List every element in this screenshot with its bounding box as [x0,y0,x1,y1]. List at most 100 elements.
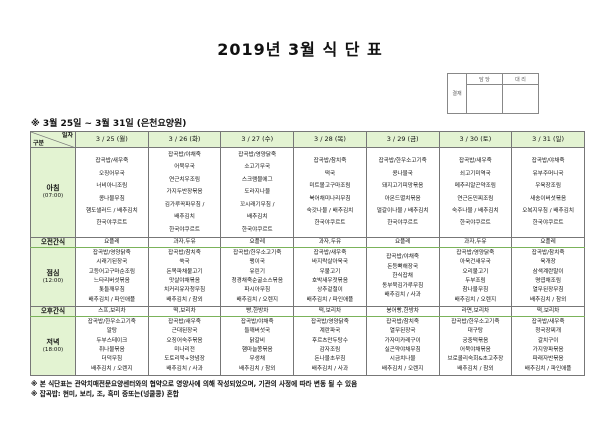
menu-item: 요플레 [104,239,120,245]
menu-item: 상추겉절이 [317,287,343,294]
menu-item: 가지두반장볶음 [166,189,203,196]
day-header: 3 / 26 (화) [147,131,222,148]
note-line: ※ 본 식단표는 관악치매전문요양센터와의 협약으로 영양사에 의해 작성되었으… [31,380,358,388]
menu-item: 잡곡밥/영양닭죽 [238,152,277,159]
menu-item: 떡,보리차 [536,308,560,314]
menu-cell: 떡,보리차 [293,306,367,317]
menu-item: 동부묵김가루무침 [382,282,424,289]
menu-item: 햄도샐러드 / 배추김치 [85,207,138,214]
menu-item: 느타리버섯볶음 [93,278,130,284]
menu-cell: 잡곡밥/영양닭죽 시래기된장국 고등어고구마순조림 느타리버섯볶음 톳들깨무침 배추김치 … [75,247,149,307]
menu-item: 육개장 [540,259,556,266]
menu-cell: 잡곡밥/새우죽 오징어무국 너비아니조림 콩나물무침 햄도샐러드 / 배추김치 한국야쿠르… [75,147,149,238]
menu-item: 잡곡밥/참치죽 [168,249,201,256]
menu-item: 배추김치 / 사과 [311,365,349,372]
menu-item: 요플레 [249,239,265,245]
menu-item: 배추김치 / 파인애플 [88,296,136,303]
meal-table: 일자 구분 3 / 25 (월) 3 / 26 (화) 3 / 27 (수) 3 / … [30,131,585,376]
menu-cell: 잡곡밥/한우소고기죽 알탕 두부스테이크 취나물볶음 더덕무침 배추김치 / 오렌지 [75,316,149,376]
menu-cell: 잡곡밥/새우죽 근대된장국 오징어숙주볶음 미나리전 도토리묵+양념장 배추김치 / 사과 [147,316,222,376]
menu-item: 오징어숙주볶음 [166,337,203,344]
menu-item: 요플레 [394,239,411,245]
day-header: 3 / 25 (월) [75,131,149,148]
menu-cell: 과자,두유 [147,237,222,248]
menu-item: 한국야쿠르트 [459,220,491,227]
menu-item: 얼갈이나물 / 배추김치 [376,207,429,214]
menu-item: 잡곡밥/새우죽 [168,318,201,325]
menu-item: 잡곡밥/영양닭죽 [311,318,349,325]
menu-cell: 떡,보리차 [511,306,585,317]
menu-item: 대구탕 [467,328,484,335]
meal-row-dinner: 저녁 (18:00) 잡곡밥/한우소고기죽 알탕 두부스테이크 취나물볶음 더덕무침 배추김치… [30,316,585,376]
meal-label: 저녁 (18:00) [30,316,76,376]
menu-item: 유부주머니국 [532,170,564,177]
content-area: 일자 구분 3 / 25 (월) 3 / 26 (화) 3 / 27 (수) 3 / … [30,131,585,399]
meal-row-snack: 오후간식 스프,보리차 떡,보리차 빵,한방차 떡,보리차 붕어빵,한방차 라면,보리차 떡,… [30,306,585,317]
corner-date-label: 일자 [61,132,73,140]
menu-item: 스프,보리차 [98,308,126,314]
menu-item: 쇠고기미역국 [459,170,491,177]
menu-item: 배추김치 / 파인애플 [306,296,354,303]
meal-time: (18:00) [42,346,64,353]
menu-item: 메추리알곤약조림 [454,183,496,190]
menu-item: 두부조림 [465,278,486,284]
menu-item: 연근치우조림 [169,176,200,183]
menu-cell: 잡곡밥/야채죽 어묵무국 연근치우조림 가지두반장볶음 김가루꼭파무침 / 배추김치 한국야… [147,147,222,238]
menu-item: 가지양파볶음 [532,347,564,353]
menu-item: 잡곡밥/야채죽 [240,318,274,325]
menu-item: 떡,보리차 [318,308,342,314]
menu-item: 명엽채조림 [535,278,561,284]
meal-row-breakfast: 아침 (07:00) 잡곡밥/새우죽 오징어무국 너비아니조림 콩나물무침 햄도샐러드 / … [30,147,585,238]
menu-item: 파래자반볶음 [532,356,564,363]
menu-item: 고등어고구마순조림 [88,268,136,275]
menu-cell: 잡곡밥/영양닭죽 계란파국 후르츠만두탕수 감자조림 돈나물초무침 배추김치 / 사과 [293,316,367,376]
menu-item: 배추김치 / 오렌지 [236,296,278,303]
approval-col-manager: 담 당 [466,73,503,85]
menu-item: 배추김치 / 참외 [239,365,276,372]
day-header: 3 / 28 (목) [293,131,367,148]
menu-cell: 잡곡밥/야채죽 유부주머니국 우육장조림 새송이버섯볶음 오복지무침 / 배추김치 한국야… [511,147,585,238]
menu-item: 파시아무침 [244,287,271,294]
menu-item: 빵,한방차 [246,308,269,314]
menu-cell: 잡곡밥/참치죽 쑥국 돈목파채불고기 맛살야채볶음 치커리유자청무침 배추김치 / 참외 [147,247,222,307]
meal-label: 오후간식 [30,306,76,317]
menu-item: 들깨버섯국 [244,328,271,335]
menu-item: 떡국 [324,170,336,177]
menu-item: 닭갈비 [249,337,265,344]
menu-item: 알탕 [106,328,117,335]
meal-label: 점심 (12:00) [30,247,76,307]
menu-item: 미나리전 [174,347,195,353]
menu-item: 삼색계란말이 [532,268,564,275]
menu-item: 새송이버섯볶음 [530,195,567,202]
menu-cell: 잡곡밥/참치죽 떡국 미트볼고구마조림 북어채미나리무침 숙갓나물 / 배추김치 한국야쿠… [293,147,367,238]
menu-item: 너비아니조림 [96,183,128,190]
approval-sign-manager [466,84,503,114]
menu-cell: 잡곡밥/한우소고기죽 팽이국 유린기 청경채죽순굴소스볶음 파시아무침 배추김치 / 오렌… [220,247,295,307]
menu-cell: 빵,한방차 [220,306,295,317]
menu-item: 청국장찌개 [535,328,561,335]
menu-cell: 붕어빵,한방차 [365,306,440,317]
menu-item: 아몬드멸치볶음 [384,195,421,202]
menu-cell: 스프,보리차 [75,306,149,317]
menu-cell: 잡곡밥/참치죽 열무된장국 가자미카레구이 실곤약야채무침 시금치나물 배추김치 / 오렌… [365,316,440,376]
menu-item: 김가루꼭파무침 / [164,201,205,208]
menu-item: 숙주나물 / 배추김치 [452,207,499,214]
menu-cell: 요플레 [365,237,440,248]
menu-item: 잡곡밥/한우소고기죽 [378,158,427,165]
menu-item: 잡곡밥/새우죽 [95,158,129,165]
menu-item: 배추김치 [246,214,268,221]
menu-item: 한국야쿠르트 [387,220,419,227]
meal-time: (07:00) [42,193,64,200]
menu-item: 어묵야채볶음 [459,347,491,353]
menu-item: 배추김치 / 사과 [166,365,203,372]
menu-item: 오복지무침 / 배추김치 [522,207,574,214]
menu-item: 라면,보리차 [461,308,490,314]
menu-item: 숙갓나물 / 배추김치 [306,207,354,214]
meal-name: 점심 [46,268,60,277]
menu-item: 스크램블에그 [241,176,273,183]
menu-item: 한국야쿠르트 [532,220,564,227]
menu-item: 후르츠만두탕수 [311,337,348,344]
menu-item: 갈치구이 [537,337,559,344]
menu-item: 궁중떡볶음 [462,337,489,344]
menu-cell: 요플레 [75,237,149,248]
